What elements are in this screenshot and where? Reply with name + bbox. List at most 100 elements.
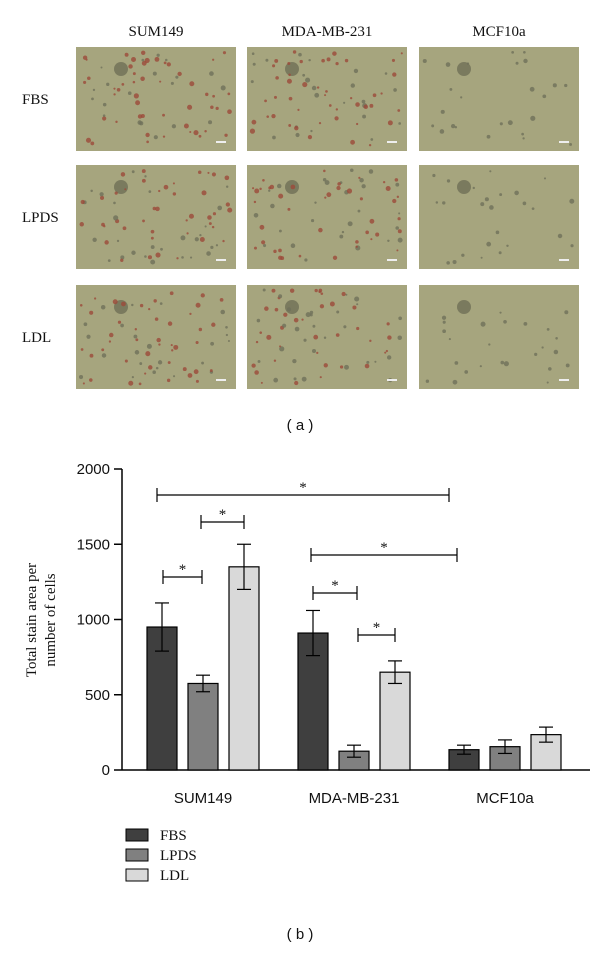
cell [199, 233, 202, 237]
cell [323, 336, 327, 339]
cell [393, 88, 397, 92]
cell [155, 252, 161, 258]
cell [488, 343, 491, 346]
cell [158, 343, 161, 346]
cell [293, 377, 297, 381]
cell [279, 345, 282, 348]
cell [486, 241, 492, 247]
cell [349, 97, 353, 100]
cell [148, 190, 152, 193]
cell [79, 304, 83, 307]
cell [204, 130, 207, 133]
cell [304, 258, 308, 262]
micrograph [419, 165, 579, 269]
cell [442, 201, 446, 205]
cell [162, 135, 166, 138]
cell [392, 72, 397, 77]
cell [272, 64, 276, 68]
cell [253, 212, 259, 218]
cell [150, 229, 155, 234]
cell [565, 363, 570, 368]
row-label: LPDS [22, 210, 59, 226]
cell [138, 382, 142, 386]
cell [347, 221, 353, 227]
cell [452, 260, 457, 265]
significance-label: * [331, 578, 339, 594]
legend-label: LPDS [160, 848, 197, 864]
cell [324, 196, 327, 199]
cell [366, 360, 370, 364]
cell [290, 184, 296, 190]
cell [141, 60, 147, 66]
cell [391, 58, 396, 62]
cell [328, 104, 332, 107]
cell [387, 239, 390, 243]
bar [228, 566, 260, 771]
cell [355, 240, 359, 244]
cell [302, 73, 306, 77]
cell [195, 379, 199, 383]
cell [309, 313, 313, 317]
scale-bar [387, 141, 397, 143]
cell [382, 180, 386, 184]
cell [326, 192, 332, 198]
cell [116, 239, 120, 243]
cell [523, 321, 528, 326]
cell [189, 312, 192, 316]
cell [344, 364, 349, 370]
cell [211, 225, 215, 229]
cell [148, 307, 151, 311]
cell [345, 293, 348, 296]
cell [292, 50, 297, 54]
y-tick-label: 1500 [77, 536, 110, 553]
cell [160, 247, 163, 251]
cell [273, 377, 279, 383]
cell [318, 227, 323, 233]
cell [299, 59, 303, 64]
cell [150, 245, 155, 249]
cell [133, 93, 139, 99]
cell [109, 332, 114, 338]
cell [397, 229, 402, 234]
cell [173, 344, 179, 350]
x-tick-label: MCF10a [476, 790, 534, 807]
cell [398, 316, 402, 321]
cell [362, 114, 367, 119]
cell [294, 125, 299, 131]
cell [128, 64, 133, 69]
cell [375, 232, 380, 237]
cell [422, 58, 427, 64]
cell [398, 212, 401, 215]
cell [294, 380, 299, 386]
cell [131, 250, 136, 255]
cell [227, 339, 230, 343]
cell [385, 186, 391, 192]
cell [522, 201, 527, 206]
cell [343, 325, 347, 329]
cell [489, 205, 494, 210]
cell [217, 205, 223, 211]
cell [102, 102, 107, 107]
cell [201, 190, 207, 196]
cell [195, 302, 201, 308]
cell [175, 75, 179, 79]
cell [140, 50, 146, 56]
cell [181, 256, 184, 259]
cell [165, 58, 168, 62]
cell [131, 376, 134, 379]
y-axis-label-line: number of cells [43, 573, 59, 666]
significance-label: * [219, 507, 227, 523]
cell [115, 120, 118, 124]
cell [122, 226, 127, 231]
cell [332, 255, 338, 260]
cell [162, 113, 165, 117]
bar [379, 671, 411, 771]
cell [200, 293, 205, 298]
cell [316, 86, 320, 89]
cell [152, 71, 157, 76]
cell [314, 201, 317, 204]
cell [548, 367, 552, 371]
cell [335, 333, 340, 337]
cell [432, 173, 436, 178]
